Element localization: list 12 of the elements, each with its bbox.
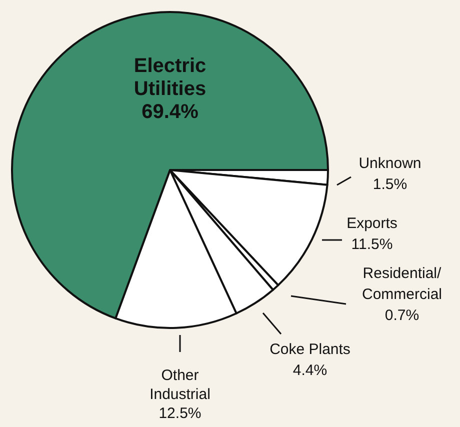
slice-label: Other Industrial [150,367,210,403]
slice-label: Unknown [358,155,422,172]
data-label: 69.4% [142,101,199,123]
slice-label: Coke Plants [270,341,350,358]
data-label: 1.5% [372,176,408,193]
data-label: 0.7% [384,307,420,324]
data-label: 11.5% [351,236,393,253]
data-label: 12.5% [158,405,202,422]
slice-label: Electric Utilities [134,55,206,100]
data-label: 4.4% [292,362,328,379]
slice-label: Exports [346,215,398,232]
slice-label: Residential/Commercial [362,265,442,303]
